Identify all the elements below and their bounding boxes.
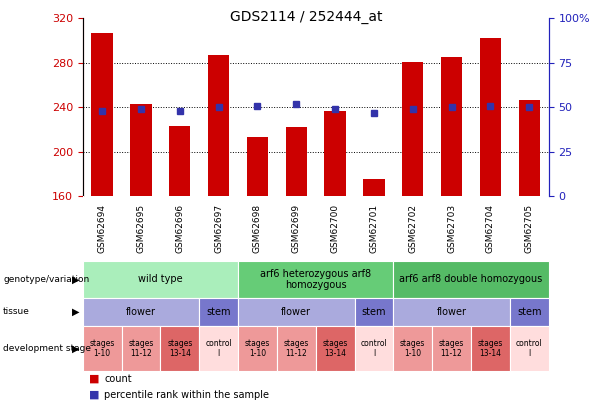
Bar [402,62,424,196]
Bar [480,38,501,196]
Text: GDS2114 / 252444_at: GDS2114 / 252444_at [230,10,383,24]
Text: stages
11-12: stages 11-12 [128,339,154,358]
Text: GSM62700: GSM62700 [330,204,340,254]
Bar [131,104,151,196]
Text: stages
1-10: stages 1-10 [89,339,115,358]
Bar [238,298,354,326]
Bar [238,261,394,298]
Bar [208,55,229,196]
Bar [161,326,199,371]
Text: arf6 heterozygous arf8
homozygous: arf6 heterozygous arf8 homozygous [260,269,371,290]
Bar [316,326,354,371]
Bar [441,57,462,196]
Text: stages
13-14: stages 13-14 [167,339,192,358]
Bar [510,326,549,371]
Bar [394,326,432,371]
Text: percentile rank within the sample: percentile rank within the sample [104,390,269,400]
Text: stages
1-10: stages 1-10 [245,339,270,358]
Text: GSM62698: GSM62698 [253,204,262,254]
Bar [286,127,307,196]
Text: stages
13-14: stages 13-14 [478,339,503,358]
Bar [394,261,549,298]
Text: arf6 arf8 double homozygous: arf6 arf8 double homozygous [399,275,543,284]
Text: GSM62702: GSM62702 [408,205,417,253]
Text: development stage: development stage [3,344,91,353]
Text: GSM62696: GSM62696 [175,204,185,254]
Bar [354,298,394,326]
Bar [238,326,277,371]
Text: tissue: tissue [3,307,30,316]
Text: GSM62705: GSM62705 [525,204,534,254]
Text: GSM62695: GSM62695 [137,204,145,254]
Text: GSM62703: GSM62703 [447,204,456,254]
Bar [121,326,161,371]
Bar [169,126,191,196]
Bar [83,261,238,298]
Bar [83,298,199,326]
Text: stem: stem [362,307,386,317]
Text: stem: stem [207,307,231,317]
Text: flower: flower [126,307,156,317]
Text: GSM62694: GSM62694 [97,205,107,253]
Text: control
l: control l [360,339,387,358]
Text: GSM62699: GSM62699 [292,204,301,254]
Text: GSM62701: GSM62701 [370,204,378,254]
Text: wild type: wild type [138,275,183,284]
Text: stages
13-14: stages 13-14 [322,339,348,358]
Text: ■: ■ [89,374,99,384]
Bar [247,137,268,196]
Text: flower: flower [281,307,311,317]
Bar [199,326,238,371]
Text: GSM62697: GSM62697 [214,204,223,254]
Bar [91,33,113,196]
Text: stages
11-12: stages 11-12 [284,339,309,358]
Text: control
l: control l [205,339,232,358]
Bar [471,326,510,371]
Text: count: count [104,374,132,384]
Bar [364,179,384,196]
Text: control
l: control l [516,339,543,358]
Text: ▶: ▶ [72,307,79,317]
Text: ■: ■ [89,390,99,400]
Bar [510,298,549,326]
Text: flower: flower [436,307,466,317]
Bar [394,298,510,326]
Bar [354,326,394,371]
Text: stages
11-12: stages 11-12 [439,339,464,358]
Bar [519,100,540,196]
Text: GSM62704: GSM62704 [486,205,495,253]
Bar [324,111,346,196]
Bar [83,326,121,371]
Text: ▶: ▶ [72,275,79,284]
Text: ▶: ▶ [72,343,79,353]
Text: stages
1-10: stages 1-10 [400,339,425,358]
Text: stem: stem [517,307,541,317]
Bar [277,326,316,371]
Bar [199,298,238,326]
Text: genotype/variation: genotype/variation [3,275,89,284]
Bar [432,326,471,371]
